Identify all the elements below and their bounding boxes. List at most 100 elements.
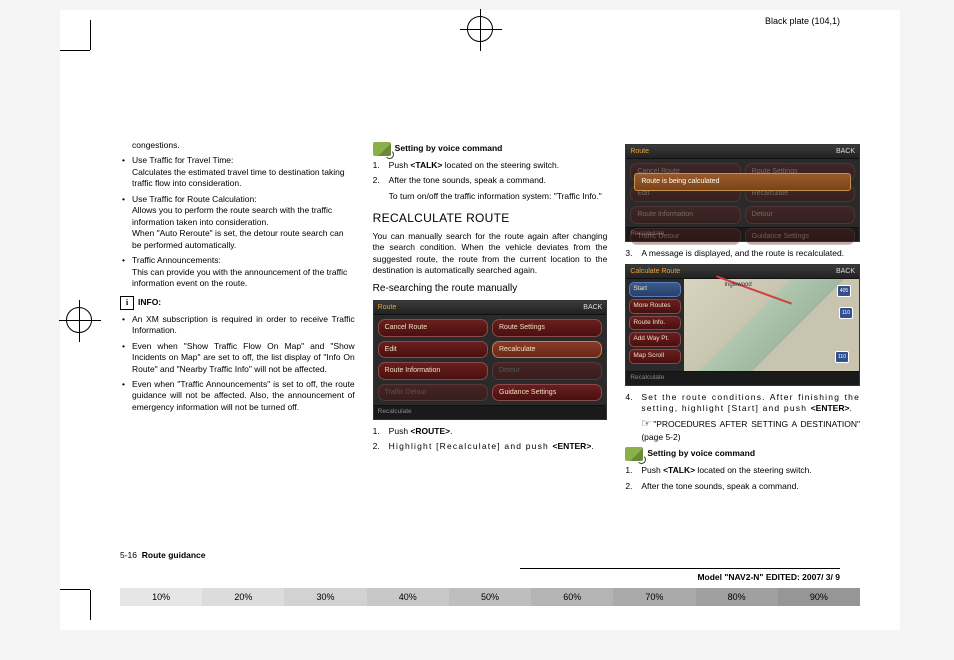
column-1: congestions. Use Traffic for Travel Time… [120, 140, 355, 496]
text: You can manually search for the route ag… [373, 231, 608, 277]
ss-title: Route [378, 303, 397, 312]
text: located on the steering switch. [695, 465, 812, 475]
route-menu-screenshot: Route BACK Cancel Route Route Settings E… [373, 300, 608, 420]
text: <ENTER> [553, 441, 592, 451]
ss-back: BACK [583, 303, 602, 312]
voice-heading: Setting by voice command [625, 447, 860, 461]
text: This can provide you with the announceme… [132, 267, 347, 288]
ss-button: Traffic Detour [630, 228, 740, 245]
info-label: INFO: [138, 297, 161, 308]
ss-button: Edit [378, 341, 488, 358]
crop-mark [60, 50, 90, 51]
ss-titlebar: Route BACK [374, 301, 607, 315]
list-item: Push <TALK> located on the steering swit… [373, 160, 608, 171]
ss-button: Route Settings [492, 319, 602, 336]
density-cell: 30% [284, 588, 366, 606]
list-item: Use Traffic for Route Calculation: Allow… [120, 194, 355, 251]
ss-title: Route [630, 147, 649, 156]
list-item: Highlight [Recalculate] and push <ENTER>… [373, 441, 608, 452]
voice-icon [373, 142, 391, 156]
text: . [591, 441, 593, 451]
ss-button: Detour [492, 362, 602, 379]
list-item: Use Traffic for Travel Time: Calculates … [120, 155, 355, 189]
voice-label: Setting by voice command [647, 448, 755, 459]
text: To turn on/off the traffic information s… [389, 191, 608, 202]
ss-button: Map Scroll [629, 349, 681, 364]
voice-heading: Setting by voice command [373, 142, 608, 156]
footer-section: 5-16 Route guidance [120, 550, 206, 560]
crop-mark [60, 589, 90, 590]
density-cell: 10% [120, 588, 202, 606]
list-item: Traffic Announcements: This can provide … [120, 255, 355, 289]
ss-button: Route Information [378, 362, 488, 379]
ss-body: Cancel Route Route Settings Edit Recalcu… [374, 315, 607, 405]
ss-button: Recalculate [492, 341, 602, 358]
route-calculating-screenshot: Route BACK Cancel Route Route Settings E… [625, 144, 860, 242]
text: . [849, 403, 851, 413]
density-cell: 70% [613, 588, 695, 606]
ss-button: Traffic Detour [378, 384, 488, 401]
registration-mark [467, 16, 493, 42]
voice-label: Setting by voice command [395, 143, 503, 154]
pointer-icon: ☞ [641, 418, 651, 430]
text: Push [389, 160, 411, 170]
ss-sidebar: Start More Routes Route Info. Add Way Pt… [626, 279, 684, 371]
list-item: Push <TALK> located on the steering swit… [625, 465, 860, 476]
footer-model: Model "NAV2-N" EDITED: 2007/ 3/ 9 [520, 568, 840, 582]
ss-title: Calculate Route [630, 267, 680, 276]
calculate-route-screenshot: Calculate Route BACK Start More Routes R… [625, 264, 860, 386]
text: located on the steering switch. [442, 160, 559, 170]
ss-button: Guidance Settings [745, 228, 855, 245]
density-cell: 90% [778, 588, 860, 606]
ss-button: Guidance Settings [492, 384, 602, 401]
density-cell: 40% [367, 588, 449, 606]
subheading: Re-searching the route manually [373, 282, 608, 296]
section-title: Route guidance [142, 550, 206, 560]
plate-header: Black plate (104,1) [765, 16, 840, 26]
text: When "Auto Reroute" is set, the detour r… [132, 228, 344, 249]
crop-mark [90, 590, 91, 620]
text: congestions. [120, 140, 355, 151]
list-item: An XM subscription is required in order … [120, 314, 355, 337]
text: Use Traffic for Route Calculation: [132, 194, 257, 204]
text: Allows you to perform the route search w… [132, 205, 332, 226]
ss-body: Start More Routes Route Info. Add Way Pt… [626, 279, 859, 371]
ss-button: Add Way Pt. [629, 332, 681, 347]
list-item: Set the route conditions. After finishin… [625, 392, 860, 443]
cross-ref: ☞"PROCEDURES AFTER SETTING A DESTINATION… [641, 417, 860, 443]
route-shield: 405 [837, 285, 851, 297]
registration-mark [66, 307, 92, 333]
ss-button: Cancel Route [378, 319, 488, 336]
ss-button: Route Information [630, 206, 740, 223]
voice-icon [625, 447, 643, 461]
ss-button: Start [629, 282, 681, 297]
info-heading: i INFO: [120, 296, 355, 310]
text: <TALK> [410, 160, 442, 170]
crop-mark [90, 20, 91, 50]
info-icon: i [120, 296, 134, 310]
density-cell: 20% [202, 588, 284, 606]
text: Push [389, 426, 411, 436]
ss-footer: Recalculate [374, 405, 607, 419]
content-columns: congestions. Use Traffic for Travel Time… [120, 140, 860, 496]
ss-button: Detour [745, 206, 855, 223]
list-item: After the tone sounds, speak a command. [625, 481, 860, 492]
text: <TALK> [663, 465, 695, 475]
ss-titlebar: Calculate Route BACK [626, 265, 859, 279]
ss-message: Route is being calculated [634, 173, 851, 190]
ss-back: BACK [836, 267, 855, 276]
list-item: A message is displayed, and the route is… [625, 248, 860, 259]
map-label: Inglewood [724, 281, 751, 289]
route-shield: 110 [839, 307, 853, 319]
text: . [450, 426, 452, 436]
text: Calculates the estimated travel time to … [132, 167, 345, 188]
density-cell: 60% [531, 588, 613, 606]
text: Traffic Announcements: [132, 255, 221, 265]
text: "PROCEDURES AFTER SETTING A DESTINATION"… [641, 419, 860, 442]
heading: RECALCULATE ROUTE [373, 210, 608, 226]
column-3: Route BACK Cancel Route Route Settings E… [625, 140, 860, 496]
text: Push [641, 465, 663, 475]
ss-back: BACK [836, 147, 855, 156]
text: Use Traffic for Travel Time: [132, 155, 233, 165]
density-bar: 10%20%30%40%50%60%70%80%90% [120, 588, 860, 606]
